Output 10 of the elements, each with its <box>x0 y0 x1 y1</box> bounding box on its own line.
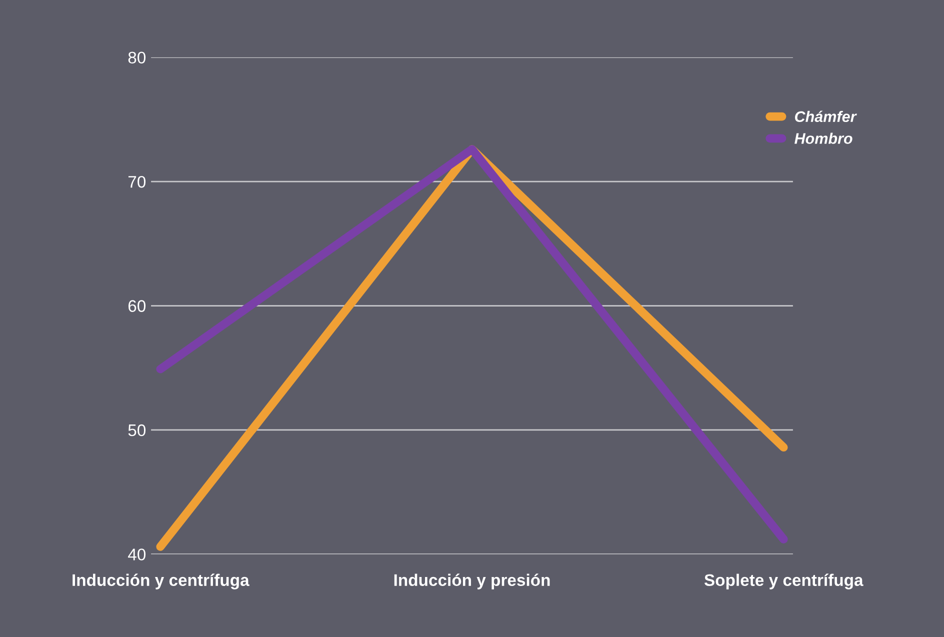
y-tick-label: 60 <box>128 300 146 312</box>
x-tick-label: Soplete y centrífuga <box>704 574 864 590</box>
y-tick-label: 70 <box>128 176 146 188</box>
legend-label: Hombro <box>794 132 852 144</box>
y-tick-label: 50 <box>128 424 146 436</box>
y-tick-label: 40 <box>128 548 146 560</box>
legend-label: Chámfer <box>795 110 857 122</box>
y-tick-label: 80 <box>128 52 146 64</box>
x-tick-label: Inducción y presión <box>394 574 550 590</box>
x-tick-label: Inducción y centrífuga <box>72 574 250 590</box>
